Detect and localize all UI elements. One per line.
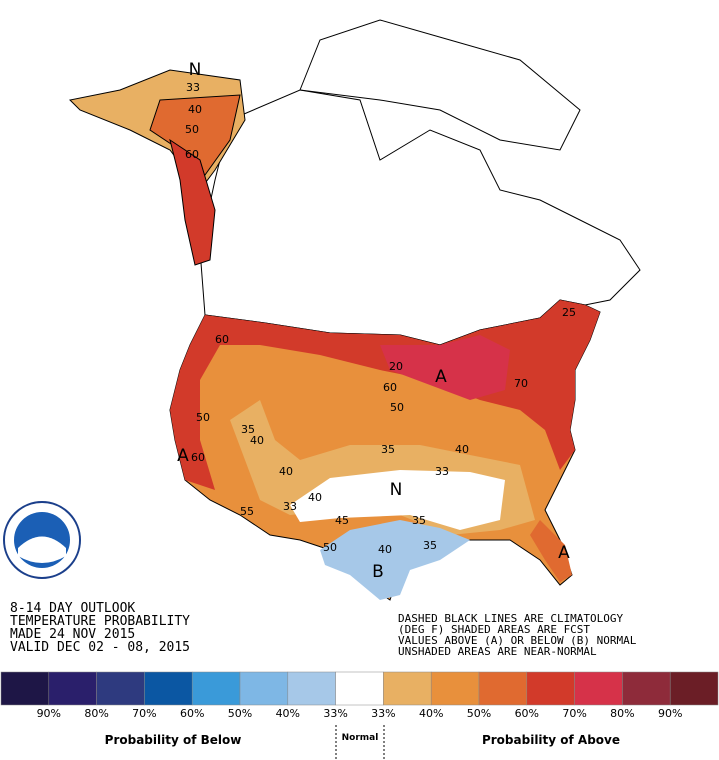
legend-swatch <box>335 671 384 706</box>
region-letter: A <box>177 446 189 466</box>
legend: Probability of Below Normal Probability … <box>0 671 719 760</box>
contour-label: 33 <box>186 81 200 94</box>
region-letter: N <box>390 480 403 500</box>
legend-caption: Probability of Below <box>105 733 242 747</box>
legend-swatch <box>239 671 289 706</box>
contour-label: 60 <box>383 381 397 394</box>
contour-label: 50 <box>196 411 210 424</box>
legend-swatch <box>383 671 432 706</box>
legend-label: 80% <box>84 707 108 720</box>
near-normal <box>290 470 505 530</box>
legend-label: 70% <box>562 707 586 720</box>
pink-core <box>380 335 510 400</box>
legend-swatch <box>478 671 528 706</box>
header-line: TEMPERATURE PROBABILITY <box>10 614 190 629</box>
notes-block: DASHED BLACK LINES ARE CLIMATOLOGY (DEG … <box>398 612 637 658</box>
florida-red <box>530 520 572 582</box>
alaska-panhandle <box>169 138 216 266</box>
legend-swatch <box>191 671 241 706</box>
legend-label: 80% <box>610 707 634 720</box>
contour-label: 40 <box>308 491 322 504</box>
region-letter: N <box>189 60 202 80</box>
legend-swatch <box>287 671 336 706</box>
legend-label: 90% <box>37 707 61 720</box>
contour-label: 40 <box>455 443 469 456</box>
note-line: DASHED BLACK LINES ARE CLIMATOLOGY <box>398 612 624 625</box>
legend-label: 40% <box>419 707 443 720</box>
legend-caption: Normal <box>342 733 379 743</box>
contour-label: 35 <box>423 539 437 552</box>
legend-swatch <box>96 671 145 706</box>
note-line: VALUES ABOVE (A) OR BELOW (B) NORMAL <box>398 634 637 647</box>
legend-label: 50% <box>228 707 252 720</box>
legend-label: 33% <box>323 707 347 720</box>
contour-label: 35 <box>241 423 255 436</box>
legend-swatch <box>144 671 193 706</box>
legend-swatch <box>669 671 719 706</box>
arctic-islands <box>299 19 581 151</box>
map-shapes <box>68 19 641 601</box>
below-blue <box>320 520 470 600</box>
contour-label: 60 <box>215 333 229 346</box>
header-line: 8-14 DAY OUTLOOK <box>10 601 135 616</box>
legend-swatch <box>574 671 623 706</box>
contour-label: 40 <box>188 103 202 116</box>
note-line: UNSHADED AREAS ARE NEAR-NORMAL <box>398 645 597 658</box>
contour-label: 55 <box>240 505 254 518</box>
contour-label: 50 <box>390 401 404 414</box>
contour-label: 35 <box>412 514 426 527</box>
note-line: (DEG F) SHADED AREAS ARE FCST <box>398 623 590 636</box>
legend-swatch <box>526 671 575 706</box>
header-line: VALID DEC 02 - 08, 2015 <box>10 640 190 655</box>
contour-label: 50 <box>185 123 199 136</box>
legend-label: 60% <box>515 707 539 720</box>
contour-label: 50 <box>323 541 337 554</box>
contour-label: 70 <box>514 377 528 390</box>
header-block: 8-14 DAY OUTLOOK TEMPERATURE PROBABILITY… <box>10 601 190 655</box>
contour-label: 45 <box>335 514 349 527</box>
noaa-logo <box>3 501 81 579</box>
contour-label: 33 <box>283 500 297 513</box>
contour-label: 20 <box>389 360 403 373</box>
legend-swatch <box>622 671 671 706</box>
legend-label: 33% <box>371 707 395 720</box>
legend-label: 90% <box>658 707 682 720</box>
contour-label: 60 <box>185 148 199 161</box>
contour-label: 40 <box>279 465 293 478</box>
contour-label: 25 <box>562 306 576 319</box>
logo-bird <box>18 536 66 563</box>
contour-label: 35 <box>381 443 395 456</box>
contour-label: 40 <box>250 434 264 447</box>
legend-label: 60% <box>180 707 204 720</box>
region-letter: A <box>558 543 570 563</box>
legend-swatch <box>48 671 97 706</box>
legend-label: 40% <box>276 707 300 720</box>
region-letter: A <box>435 367 447 387</box>
region-letter: B <box>372 562 384 582</box>
legend-label: 50% <box>467 707 491 720</box>
contour-label: 33 <box>435 465 449 478</box>
legend-label: 70% <box>132 707 156 720</box>
legend-swatch <box>0 671 50 706</box>
header-line: MADE 24 NOV 2015 <box>10 627 135 642</box>
contour-label: 60 <box>191 451 205 464</box>
contour-label: 40 <box>378 543 392 556</box>
legend-caption: Probability of Above <box>482 733 620 747</box>
legend-swatch <box>430 671 480 706</box>
